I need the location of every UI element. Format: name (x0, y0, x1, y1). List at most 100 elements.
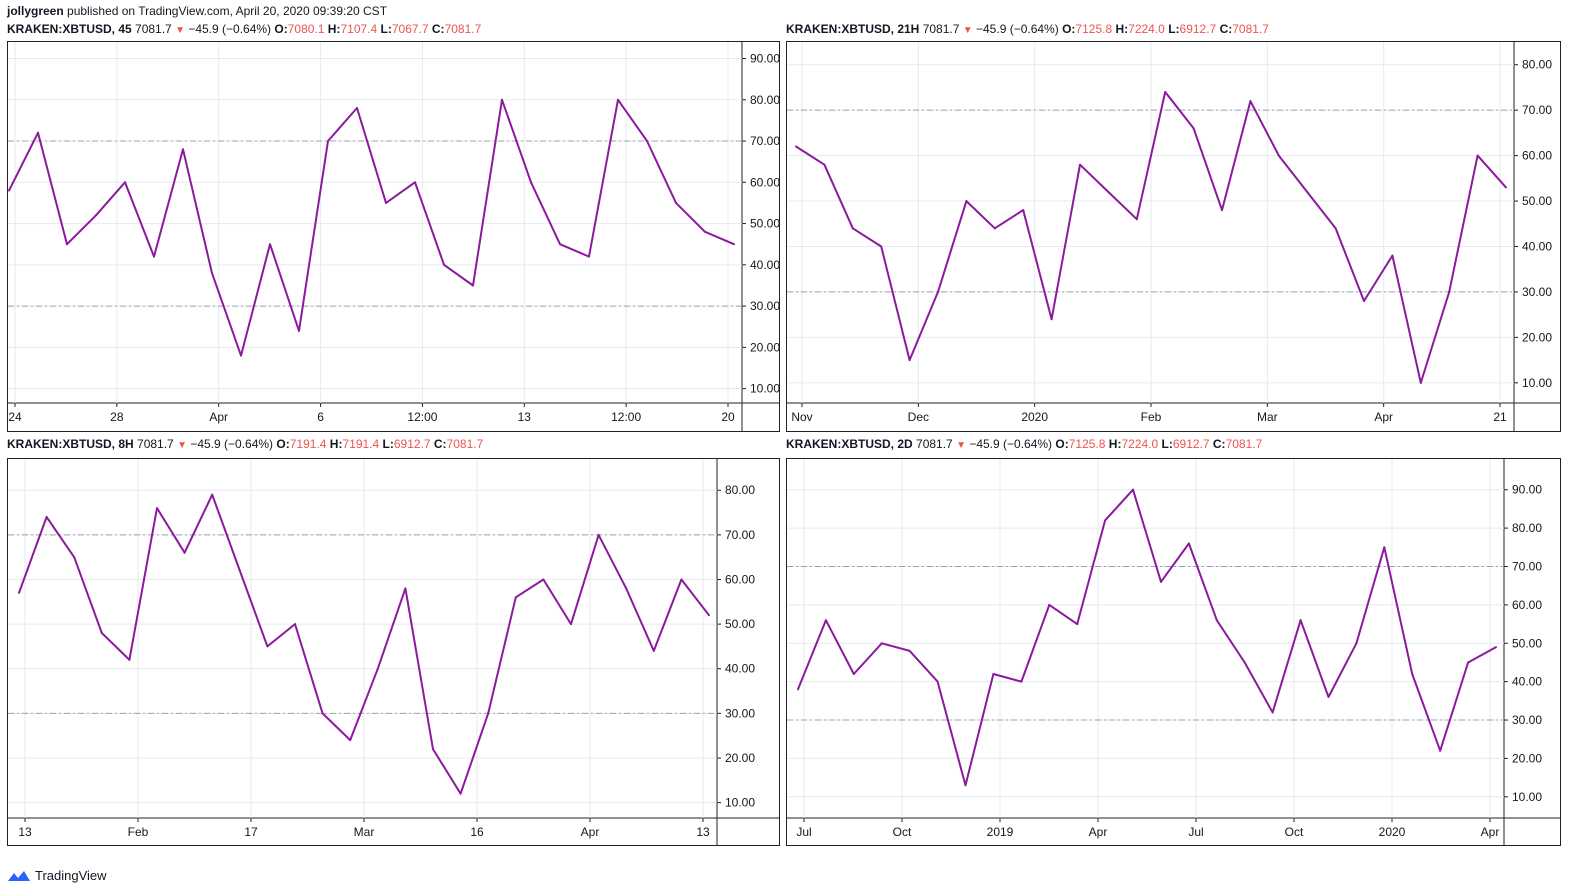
tradingview-logo-icon (8, 870, 30, 881)
x-tick-label: Feb (128, 825, 149, 839)
data-point (432, 748, 434, 751)
data-point (936, 680, 939, 683)
data-point (795, 145, 797, 148)
close-label: C: (431, 22, 445, 36)
symbol-label[interactable]: KRAKEN:XBTUSD, 45 (7, 22, 132, 36)
data-point (708, 614, 710, 617)
data-point (588, 255, 590, 258)
close-label: C: (433, 437, 447, 451)
data-point (1050, 318, 1053, 321)
data-point (128, 658, 131, 661)
data-point (66, 243, 68, 246)
data-point (1467, 661, 1470, 664)
symbol-label[interactable]: KRAKEN:XBTUSD, 8H (7, 437, 134, 451)
y-tick-label: 50.00 (750, 217, 780, 231)
chart-frame (786, 41, 1561, 432)
y-tick-label: 20.00 (1512, 751, 1542, 765)
data-point (675, 201, 677, 204)
last-price: 7081.7 (922, 22, 960, 36)
data-point (559, 243, 561, 246)
rsi-line (797, 488, 1497, 787)
y-tick-label: 20.00 (750, 340, 780, 354)
data-point (238, 569, 241, 572)
rsi-chart[interactable]: 10.00 20.00 30.00 40.00 50.00 60.00 70.00 80.00… (786, 21, 1561, 432)
data-point (1334, 227, 1337, 230)
data-point (356, 107, 358, 110)
high-value: 7191.4 (342, 437, 380, 451)
price-change: −45.9 (−0.64%) (190, 437, 274, 451)
data-point (852, 672, 855, 675)
data-point (8, 189, 10, 192)
high-label: H: (327, 22, 341, 36)
y-tick-label: 20.00 (725, 751, 755, 765)
publish-text: published on TradingView.com, April 20, … (67, 4, 388, 18)
chart-frame (786, 458, 1561, 846)
data-point (18, 591, 20, 594)
y-tick-label: 70.00 (750, 134, 780, 148)
y-tick-label: 10.00 (750, 382, 780, 396)
data-point (542, 578, 545, 581)
data-point (124, 181, 126, 184)
low-label: L: (1168, 22, 1180, 36)
x-tick-label: Oct (1285, 825, 1304, 839)
data-point (1505, 186, 1507, 189)
data-point (937, 290, 939, 293)
symbol-label[interactable]: KRAKEN:XBTUSD, 21H (786, 22, 920, 36)
data-point (182, 148, 184, 151)
chart-panel-8h: KRAKEN:XBTUSD, 8H 7081.7 ▼ −45.9 (−0.64%… (7, 436, 780, 846)
data-point (1277, 154, 1280, 157)
x-tick-label: Apr (1481, 825, 1500, 839)
data-point (965, 200, 968, 203)
publish-info: jollygreen published on TradingView.com,… (7, 4, 387, 18)
open-label: O: (1062, 22, 1076, 36)
high-value: 7224.0 (1121, 437, 1159, 451)
data-point (385, 201, 387, 204)
data-point (964, 784, 967, 787)
data-point (1022, 209, 1025, 212)
data-point (266, 645, 269, 648)
data-point (652, 649, 655, 652)
y-tick-label: 30.00 (725, 706, 755, 720)
chart-legend: KRAKEN:XBTUSD, 21H 7081.7 ▼ −45.9 (−0.64… (786, 21, 1269, 39)
x-tick-label: Jul (1188, 825, 1203, 839)
data-point (501, 98, 503, 101)
x-tick-label: 12:00 (611, 410, 641, 424)
close-value: 7081.7 (444, 22, 482, 36)
data-point (1383, 546, 1386, 549)
data-point (472, 284, 474, 287)
x-tick-label: 20 (721, 410, 735, 424)
data-point (294, 623, 296, 626)
rsi-chart[interactable]: 10.00 20.00 30.00 40.00 50.00 60.00 70.00 80.00… (7, 436, 780, 846)
x-tick-label: 28 (110, 410, 124, 424)
high-label: H: (1115, 22, 1129, 36)
data-point (1187, 542, 1190, 545)
x-tick-label: Mar (354, 825, 375, 839)
symbol-label[interactable]: KRAKEN:XBTUSD, 2D (786, 437, 913, 451)
y-tick-label: 90.00 (1512, 483, 1542, 497)
x-tick-label: 24 (8, 410, 22, 424)
x-tick-label: Apr (1374, 410, 1393, 424)
data-point (1249, 100, 1252, 103)
x-tick-label: 16 (470, 825, 484, 839)
data-point (487, 712, 490, 715)
low-value: 6912.7 (1172, 437, 1210, 451)
y-tick-label: 70.00 (725, 528, 755, 542)
x-tick-label: Oct (893, 825, 912, 839)
tradingview-brand[interactable]: TradingView (7, 868, 107, 883)
x-tick-label: 13 (18, 825, 32, 839)
high-value: 7224.0 (1128, 22, 1165, 36)
author-name[interactable]: jollygreen (7, 4, 64, 18)
rsi-chart[interactable]: 10.00 20.00 30.00 40.00 50.00 60.00 70.00 80.00… (786, 436, 1561, 846)
high-label: H: (1108, 437, 1122, 451)
y-tick-label: 60.00 (725, 572, 755, 586)
close-label: C: (1219, 22, 1233, 36)
rsi-chart[interactable]: 10.00 20.00 30.00 40.00 50.00 60.00 70.00 80.00… (7, 21, 780, 432)
data-point (100, 632, 103, 635)
price-change: −45.9 (−0.64%) (976, 22, 1059, 36)
data-point (1107, 190, 1110, 193)
close-value: 7081.7 (446, 437, 484, 451)
data-point (530, 181, 532, 184)
y-tick-label: 50.00 (1512, 636, 1542, 650)
x-tick-label: 2020 (1021, 410, 1048, 424)
data-point (240, 354, 242, 357)
